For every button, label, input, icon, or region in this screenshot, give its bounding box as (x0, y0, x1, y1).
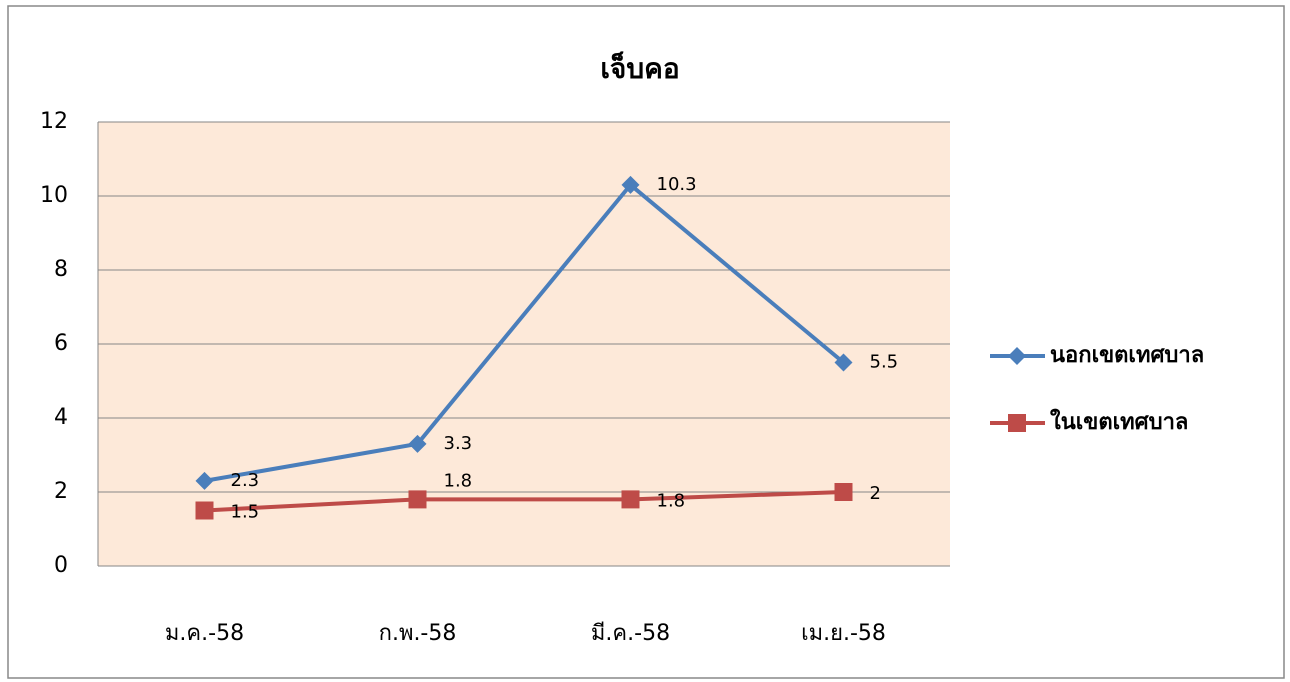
data-label: 1.8 (657, 490, 686, 511)
legend-marker (1008, 347, 1026, 365)
point (621, 175, 640, 194)
x-tick-label: ม.ค.-58 (165, 621, 244, 646)
x-tick-label: มี.ค.-58 (591, 621, 670, 646)
chart-title: เจ็บคอ (600, 51, 679, 85)
y-tick-label: 10 (40, 183, 68, 208)
y-tick-label: 12 (40, 109, 68, 134)
y-tick-label: 0 (54, 553, 68, 578)
series-line (204, 490, 844, 513)
point (621, 490, 640, 509)
point (408, 490, 427, 509)
data-label: 5.5 (870, 352, 899, 373)
point (195, 471, 214, 490)
legend-label: ในเขตเทศบาล (1050, 408, 1188, 435)
y-tick-label: 4 (54, 405, 68, 430)
data-label: 2.3 (231, 470, 260, 491)
legend-label: นอกเขตเทศบาล (1050, 343, 1204, 368)
legend-marker (1008, 414, 1026, 432)
y-tick-label: 8 (54, 257, 68, 282)
series-line (204, 182, 845, 483)
data-label: 3.3 (444, 433, 473, 454)
x-tick-label: ก.พ.-58 (379, 621, 457, 646)
data-label: 2 (870, 483, 881, 504)
data-label: 10.3 (657, 174, 697, 195)
point (408, 434, 427, 453)
y-tick-label: 6 (54, 331, 68, 356)
point (834, 353, 853, 372)
data-label: 1.8 (444, 470, 473, 491)
point (195, 501, 214, 520)
data-label: 1.5 (231, 502, 260, 523)
point (834, 483, 853, 501)
y-tick-label: 2 (54, 479, 68, 504)
x-tick-label: เม.ย.-58 (801, 621, 886, 646)
